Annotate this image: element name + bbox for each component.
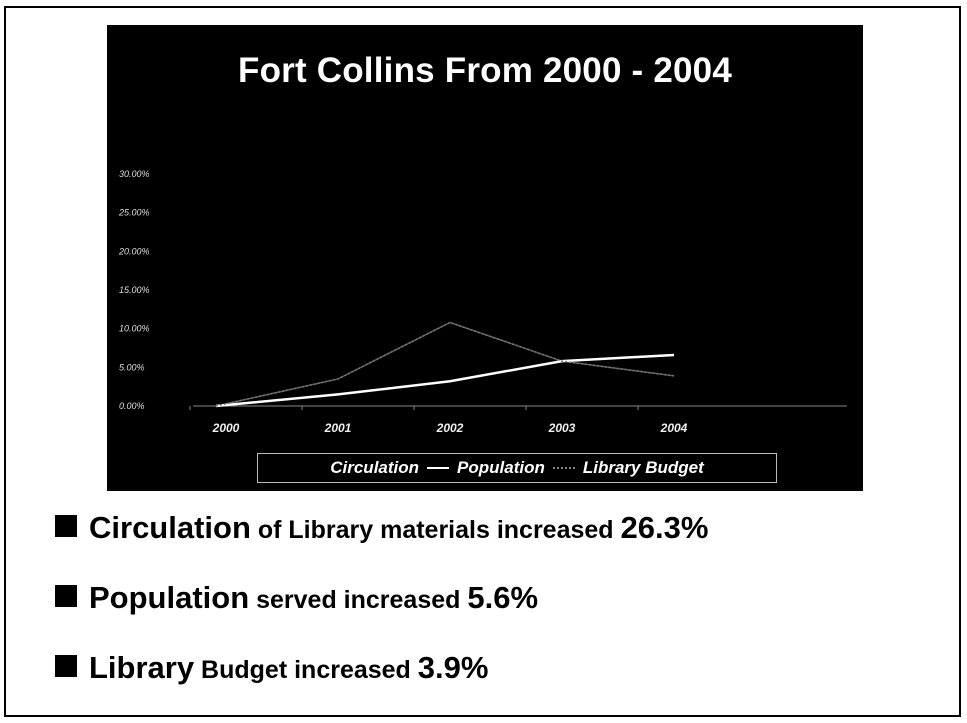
- bullet-library-budget: Library Budget increased 3.9%: [55, 650, 488, 686]
- bullet-lead: Circulation: [89, 510, 251, 545]
- legend-swatch-population: [427, 467, 450, 469]
- x-tick-label: 2003: [548, 421, 576, 435]
- bullet-value: 5.6%: [467, 580, 539, 615]
- bullet-lead: Population: [89, 580, 250, 615]
- bullet-text: of Library materials increased: [250, 516, 621, 544]
- bullet-circulation: Circulation of Library materials increas…: [55, 510, 708, 546]
- bullet-value: 3.9%: [417, 650, 489, 685]
- bullet-square-icon: [55, 585, 77, 607]
- line-chart: 0.00% 5.00% 10.00% 15.00% 20.00% 25.00% 30.00%…: [118, 169, 847, 435]
- series-line-library-budget: [215, 321, 675, 407]
- chart-title: Fort Collins From 2000 - 2004: [237, 51, 732, 90]
- bullet-square-icon: [55, 655, 77, 677]
- bullet-square-icon: [55, 515, 77, 537]
- y-tick-label: 0.00%: [119, 401, 145, 411]
- legend-item-population: Population: [457, 458, 545, 477]
- y-tick-label: 30.00%: [119, 169, 150, 179]
- x-tick-label: 2000: [212, 421, 240, 435]
- legend-item-library-budget: Library Budget: [582, 458, 704, 477]
- series-line-population: [215, 353, 675, 408]
- x-tick-label: 2001: [324, 421, 352, 435]
- chart-panel: Fort Collins From 2000 - 2004 0.00% 5.00%…: [107, 25, 863, 491]
- bullet-value: 26.3%: [620, 510, 709, 545]
- x-tick-label: 2002: [436, 421, 464, 435]
- y-tick-label: 10.00%: [119, 324, 150, 334]
- bullet-population: Population served increased 5.6%: [55, 580, 538, 616]
- x-tick-label: 2004: [660, 421, 688, 435]
- chart-legend: Circulation Population Library Budget: [257, 453, 777, 483]
- legend-swatch-library-budget: [552, 467, 575, 469]
- y-tick-label: 15.00%: [119, 285, 150, 295]
- y-tick-label: 5.00%: [119, 362, 145, 372]
- series-line-circulation: [215, 321, 675, 407]
- y-tick-label: 20.00%: [118, 246, 150, 256]
- y-tick-label: 25.00%: [118, 208, 150, 218]
- bullet-text: served increased: [249, 586, 468, 614]
- bullet-text: Budget increased: [194, 656, 418, 684]
- legend-item-circulation: Circulation: [330, 458, 420, 477]
- bullet-lead: Library: [89, 650, 195, 685]
